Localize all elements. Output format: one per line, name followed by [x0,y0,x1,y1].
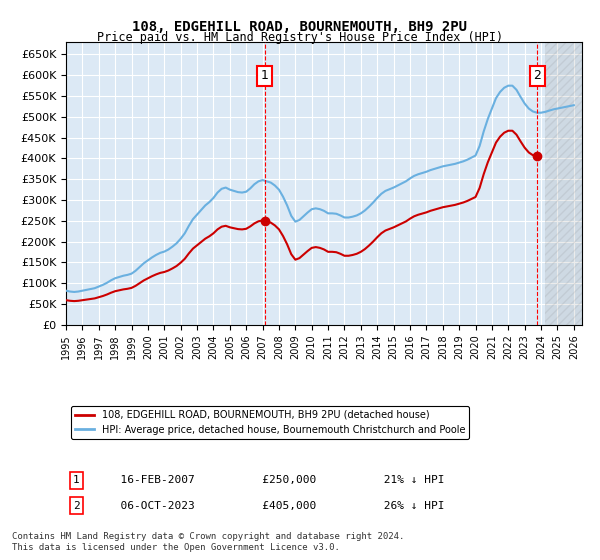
Text: 16-FEB-2007          £250,000          21% ↓ HPI: 16-FEB-2007 £250,000 21% ↓ HPI [107,475,445,486]
Legend: 108, EDGEHILL ROAD, BOURNEMOUTH, BH9 2PU (detached house), HPI: Average price, d: 108, EDGEHILL ROAD, BOURNEMOUTH, BH9 2PU… [71,406,469,438]
Text: 1: 1 [260,69,268,82]
Text: 1: 1 [73,475,80,486]
Text: 2: 2 [533,69,541,82]
Bar [545,42,582,325]
Text: Price paid vs. HM Land Registry's House Price Index (HPI): Price paid vs. HM Land Registry's House … [97,31,503,44]
Text: Contains HM Land Registry data © Crown copyright and database right 2024.
This d: Contains HM Land Registry data © Crown c… [12,532,404,552]
Text: 2: 2 [73,501,80,511]
Text: 06-OCT-2023          £405,000          26% ↓ HPI: 06-OCT-2023 £405,000 26% ↓ HPI [107,501,445,511]
Text: 108, EDGEHILL ROAD, BOURNEMOUTH, BH9 2PU: 108, EDGEHILL ROAD, BOURNEMOUTH, BH9 2PU [133,20,467,34]
